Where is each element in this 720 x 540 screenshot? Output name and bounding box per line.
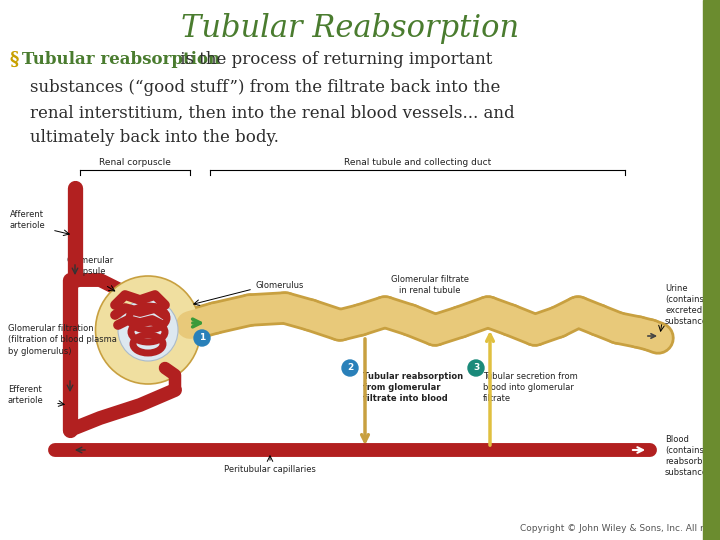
Text: Glomerular filtration
(filtration of blood plasma
by glomerulus): Glomerular filtration (filtration of blo… <box>8 325 117 356</box>
Text: §: § <box>10 51 19 69</box>
Text: 2: 2 <box>347 363 353 373</box>
Circle shape <box>194 330 210 346</box>
Text: Blood
(contains
reabsorbed
substances): Blood (contains reabsorbed substances) <box>665 435 716 477</box>
Text: Efferent
arteriole: Efferent arteriole <box>8 385 44 405</box>
Text: Copyright © John Wiley & Sons, Inc. All rights reserved.: Copyright © John Wiley & Sons, Inc. All … <box>520 524 720 533</box>
Text: 1: 1 <box>199 334 205 342</box>
Circle shape <box>468 360 484 376</box>
Text: Tubular Reabsorption: Tubular Reabsorption <box>181 12 519 44</box>
Ellipse shape <box>118 299 178 361</box>
Text: Peritubular capillaries: Peritubular capillaries <box>224 465 316 474</box>
Text: 3: 3 <box>473 363 479 373</box>
Text: Tubular reabsorption: Tubular reabsorption <box>22 51 220 69</box>
Text: Tubular reabsorption
from glomerular
filtrate into blood: Tubular reabsorption from glomerular fil… <box>363 372 463 403</box>
Text: Tubular secretion from
blood into glomerular
filtrate: Tubular secretion from blood into glomer… <box>483 372 577 403</box>
Text: ultimately back into the body.: ultimately back into the body. <box>30 130 279 146</box>
Text: Glomerular filtrate
in renal tubule: Glomerular filtrate in renal tubule <box>391 275 469 295</box>
Text: Afferent
arteriole: Afferent arteriole <box>10 210 46 230</box>
Text: Urine
(contains
excreted
substances): Urine (contains excreted substances) <box>665 284 716 326</box>
Bar <box>703 0 720 540</box>
Text: Glomerulus: Glomerulus <box>255 280 303 289</box>
Text: Glomerular
capsule: Glomerular capsule <box>66 256 114 276</box>
Text: is the process of returning important: is the process of returning important <box>175 51 492 69</box>
Circle shape <box>342 360 358 376</box>
Text: substances (“good stuff”) from the filtrate back into the: substances (“good stuff”) from the filtr… <box>30 79 500 97</box>
Text: renal interstitium, then into the renal blood vessels... and: renal interstitium, then into the renal … <box>30 105 515 122</box>
Text: Renal corpuscle: Renal corpuscle <box>99 158 171 167</box>
Ellipse shape <box>96 276 200 384</box>
Text: Renal tubule and collecting duct: Renal tubule and collecting duct <box>344 158 492 167</box>
